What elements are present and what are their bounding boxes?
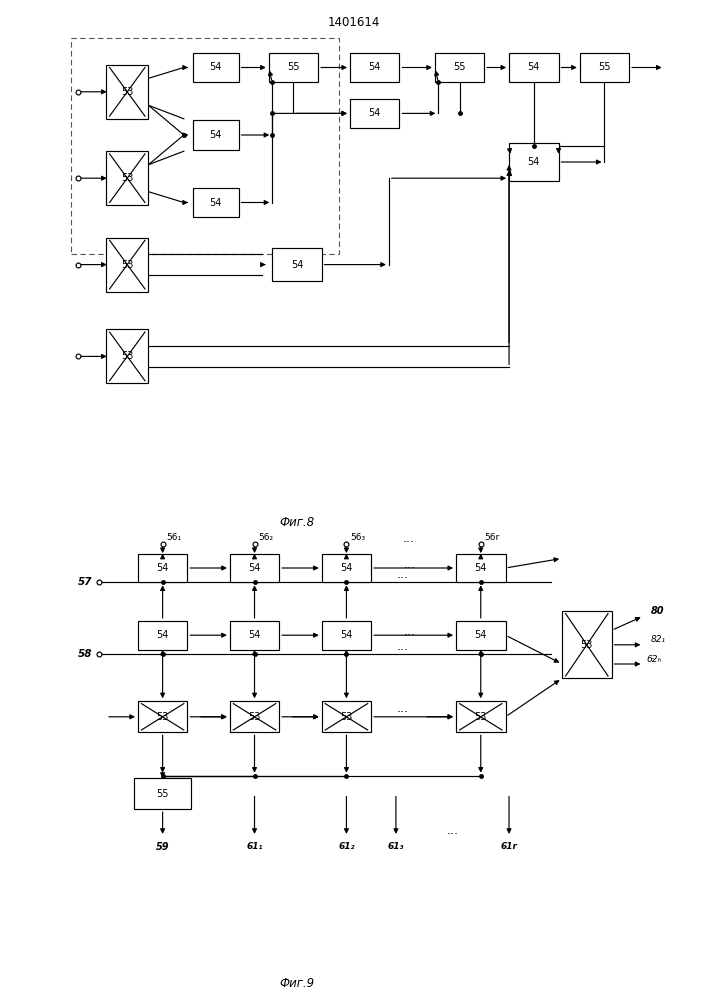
- Text: 54: 54: [248, 563, 261, 573]
- Text: 55: 55: [156, 789, 169, 799]
- Bar: [580, 53, 629, 82]
- Text: 82₁: 82₁: [650, 635, 665, 644]
- Bar: [134, 778, 191, 809]
- Text: 59: 59: [156, 842, 170, 852]
- Text: 53: 53: [340, 712, 353, 722]
- Text: 62ₙ: 62ₙ: [647, 655, 662, 664]
- Text: 80: 80: [650, 606, 664, 616]
- Bar: [509, 143, 559, 181]
- Text: 55: 55: [598, 62, 611, 73]
- Bar: [509, 53, 559, 82]
- Text: 61₁: 61₁: [246, 842, 263, 851]
- Text: 53: 53: [121, 351, 134, 361]
- Text: ...: ...: [403, 532, 415, 545]
- Text: 54: 54: [156, 630, 169, 640]
- Bar: [106, 329, 148, 383]
- Bar: [562, 611, 612, 678]
- Text: 54: 54: [474, 563, 487, 573]
- Text: ...: ...: [397, 702, 409, 715]
- Bar: [138, 621, 187, 650]
- Bar: [230, 701, 279, 732]
- Text: ...: ...: [650, 651, 661, 661]
- Text: 54: 54: [527, 62, 540, 73]
- Text: 54: 54: [248, 630, 261, 640]
- Text: 53: 53: [156, 712, 169, 722]
- Text: 54: 54: [340, 563, 353, 573]
- Bar: [230, 554, 279, 582]
- Text: 54: 54: [368, 108, 381, 118]
- Bar: [456, 621, 506, 650]
- Bar: [456, 554, 506, 582]
- Text: ...: ...: [404, 625, 416, 638]
- Bar: [435, 53, 484, 82]
- Text: Фиг.8: Фиг.8: [279, 516, 315, 529]
- Bar: [456, 701, 506, 732]
- Bar: [272, 248, 322, 281]
- Text: 56₃: 56₃: [350, 533, 365, 542]
- Bar: [322, 701, 371, 732]
- Text: 58: 58: [77, 649, 92, 659]
- Bar: [192, 188, 239, 217]
- Text: 54: 54: [368, 62, 381, 73]
- Bar: [350, 53, 399, 82]
- Bar: [350, 99, 399, 128]
- Text: 54: 54: [209, 198, 222, 208]
- Text: 53: 53: [121, 173, 134, 183]
- Text: 54: 54: [156, 563, 169, 573]
- Bar: [106, 65, 148, 119]
- Bar: [106, 151, 148, 205]
- Bar: [138, 554, 187, 582]
- Text: 53: 53: [474, 712, 487, 722]
- Text: ...: ...: [404, 558, 416, 571]
- Text: 54: 54: [209, 62, 222, 73]
- Text: 56r: 56r: [484, 533, 500, 542]
- Bar: [71, 38, 339, 254]
- Text: 54: 54: [340, 630, 353, 640]
- Text: 53: 53: [121, 87, 134, 97]
- Bar: [322, 621, 371, 650]
- Text: ...: ...: [397, 568, 409, 581]
- Text: 54: 54: [474, 630, 487, 640]
- Text: 1401614: 1401614: [327, 16, 380, 29]
- Text: 56₂: 56₂: [258, 533, 273, 542]
- Text: 53: 53: [580, 640, 593, 650]
- Bar: [322, 554, 371, 582]
- Bar: [138, 701, 187, 732]
- Text: 53: 53: [121, 260, 134, 270]
- Text: 54: 54: [209, 130, 222, 140]
- Text: 55: 55: [287, 62, 300, 73]
- Text: 61₂: 61₂: [338, 842, 355, 851]
- Bar: [192, 53, 239, 82]
- Text: 53: 53: [248, 712, 261, 722]
- Bar: [269, 53, 318, 82]
- Text: ...: ...: [397, 640, 409, 653]
- Text: Фиг.9: Фиг.9: [279, 977, 315, 990]
- Text: 61₃: 61₃: [387, 842, 404, 851]
- Text: 54: 54: [527, 157, 540, 167]
- Bar: [192, 120, 239, 150]
- Bar: [230, 621, 279, 650]
- Text: 54: 54: [291, 260, 303, 270]
- Text: 56₁: 56₁: [166, 533, 181, 542]
- Text: ...: ...: [447, 824, 458, 837]
- Text: 55: 55: [453, 62, 466, 73]
- Text: 57: 57: [77, 577, 92, 587]
- Text: 61r: 61r: [501, 842, 518, 851]
- Bar: [106, 238, 148, 292]
